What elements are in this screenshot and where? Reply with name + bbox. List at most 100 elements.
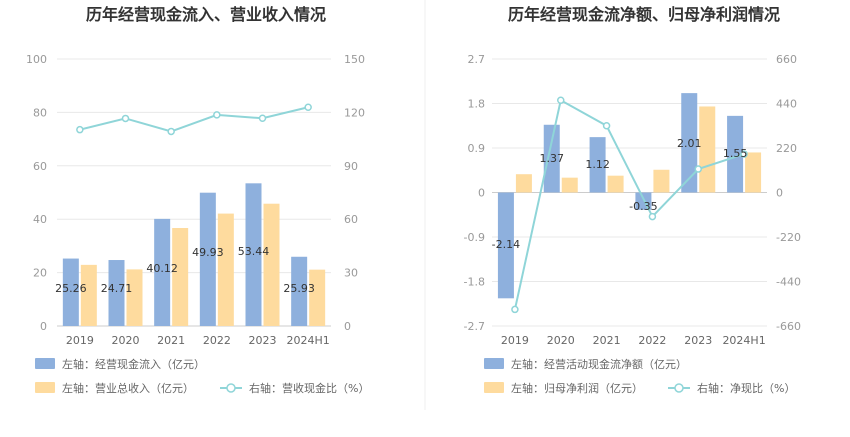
primary-bar xyxy=(199,192,216,326)
bar-data-label: 49.93 xyxy=(192,246,224,259)
right-axis-tick-label: 150 xyxy=(344,53,365,66)
primary-bar xyxy=(62,258,79,326)
x-axis-tick-label: 2021 xyxy=(593,334,621,347)
left-axis-tick-label: 80 xyxy=(33,106,47,119)
chart-title: 历年经营现金流入、营业收入情况 xyxy=(86,5,326,24)
right-axis-tick-label: -440 xyxy=(776,276,801,289)
right-axis-tick-label: 90 xyxy=(344,160,358,173)
x-axis-tick-label: 2022 xyxy=(638,334,666,347)
legend-swatch xyxy=(484,358,504,369)
legend-swatch xyxy=(484,382,504,393)
bar-data-label: 53.44 xyxy=(238,245,270,258)
legend-swatch xyxy=(35,382,55,393)
x-axis-tick-label: 2019 xyxy=(66,334,94,347)
primary-bar xyxy=(497,192,514,299)
ratio-point xyxy=(76,125,84,134)
ratio-point xyxy=(740,150,748,158)
left-axis-tick-label: 40 xyxy=(33,213,47,226)
left-axis-tick-label: -0.9 xyxy=(464,231,485,244)
secondary-bar xyxy=(309,269,326,326)
left-axis-tick-label: 0 xyxy=(478,187,485,200)
right-axis-tick-label: 660 xyxy=(776,53,797,66)
ratio-point xyxy=(648,212,657,221)
x-axis-tick-label: 2020 xyxy=(112,334,140,347)
x-axis-tick-label: 2019 xyxy=(501,334,529,347)
secondary-bar xyxy=(745,152,762,193)
primary-bar xyxy=(291,256,308,326)
left-axis-tick-label: 2.7 xyxy=(468,53,486,66)
right-axis-tick-label: 0 xyxy=(776,187,783,200)
bar-data-label: 25.26 xyxy=(55,282,87,295)
x-axis-tick-label: 2021 xyxy=(157,334,185,347)
right-axis-tick-label: -220 xyxy=(776,231,801,244)
primary-bar xyxy=(108,260,125,326)
left-axis-tick-label: 60 xyxy=(33,160,47,173)
x-axis-tick-label: 2022 xyxy=(203,334,231,347)
secondary-bar xyxy=(653,169,670,193)
bar-data-label: 2.01 xyxy=(677,137,702,150)
chart-title: 历年经营现金流净额、归母净利润情况 xyxy=(508,5,780,24)
legend-label: 右轴：净现比（%） xyxy=(697,381,795,395)
legend-label: 左轴：经营现金流入（亿元） xyxy=(62,357,205,371)
ratio-line xyxy=(79,106,309,133)
secondary-bar xyxy=(126,269,143,326)
legend-label: 左轴：经营活动现金流净额（亿元） xyxy=(511,357,687,371)
ratio-point xyxy=(557,96,565,105)
right-axis-tick-label: 30 xyxy=(344,267,358,280)
x-axis-tick-label: 2024H1 xyxy=(287,334,330,347)
primary-bar xyxy=(589,137,606,193)
ratio-point xyxy=(694,165,702,173)
bar-data-label: 25.93 xyxy=(283,282,315,295)
bar-data-label: 1.12 xyxy=(585,158,610,171)
primary-bar xyxy=(543,124,560,193)
x-axis-tick-label: 2024H1 xyxy=(722,334,765,347)
left-axis-tick-label: -2.7 xyxy=(464,320,485,333)
left-axis-tick-label: 20 xyxy=(33,267,47,280)
legend-label: 左轴：归母净利润（亿元） xyxy=(511,381,643,395)
secondary-bar xyxy=(80,264,97,326)
legend-label: 右轴：营收现金比（%） xyxy=(249,381,369,395)
right-axis-tick-label: 0 xyxy=(344,320,351,333)
x-axis-tick-label: 2020 xyxy=(547,334,575,347)
ratio-point xyxy=(258,114,267,123)
primary-bar xyxy=(681,93,698,193)
secondary-bar xyxy=(217,213,234,326)
left-axis-tick-label: 100 xyxy=(26,53,47,66)
primary-bar xyxy=(154,218,171,326)
right-axis-tick-label: -660 xyxy=(776,320,801,333)
left-axis-tick-label: 0.9 xyxy=(468,142,486,155)
right-axis-tick-label: 440 xyxy=(776,98,797,111)
right-axis-tick-label: 60 xyxy=(344,213,358,226)
ratio-point xyxy=(213,111,221,119)
ratio-point xyxy=(511,305,519,314)
bar-data-label: 1.55 xyxy=(723,147,748,160)
secondary-bar xyxy=(515,174,532,193)
right-axis-tick-label: 120 xyxy=(344,106,365,119)
ratio-point xyxy=(167,127,175,136)
legend-line-marker xyxy=(674,383,684,393)
primary-bar xyxy=(727,115,744,193)
secondary-bar xyxy=(561,177,578,193)
ratio-point xyxy=(304,103,312,111)
ratio-point xyxy=(602,122,611,130)
bar-data-label: -0.35 xyxy=(629,200,657,213)
bar-data-label: -2.14 xyxy=(492,238,520,251)
bar-data-label: 24.71 xyxy=(101,282,133,295)
left-axis-tick-label: 0 xyxy=(40,320,47,333)
x-axis-tick-label: 2023 xyxy=(684,334,712,347)
secondary-bar xyxy=(699,106,716,193)
bar-data-label: 1.37 xyxy=(540,152,565,165)
ratio-point xyxy=(121,114,130,123)
x-axis-tick-label: 2023 xyxy=(249,334,277,347)
left-axis-tick-label: 1.8 xyxy=(468,98,486,111)
bar-data-label: 40.12 xyxy=(146,262,178,275)
secondary-bar xyxy=(607,175,624,193)
secondary-bar xyxy=(263,203,280,326)
primary-bar xyxy=(245,183,262,326)
secondary-bar xyxy=(172,228,189,326)
legend-label: 左轴：营业总收入（亿元） xyxy=(62,381,194,395)
legend-swatch xyxy=(35,358,55,369)
left-axis-tick-label: -1.8 xyxy=(464,276,485,289)
right-axis-tick-label: 220 xyxy=(776,142,797,155)
